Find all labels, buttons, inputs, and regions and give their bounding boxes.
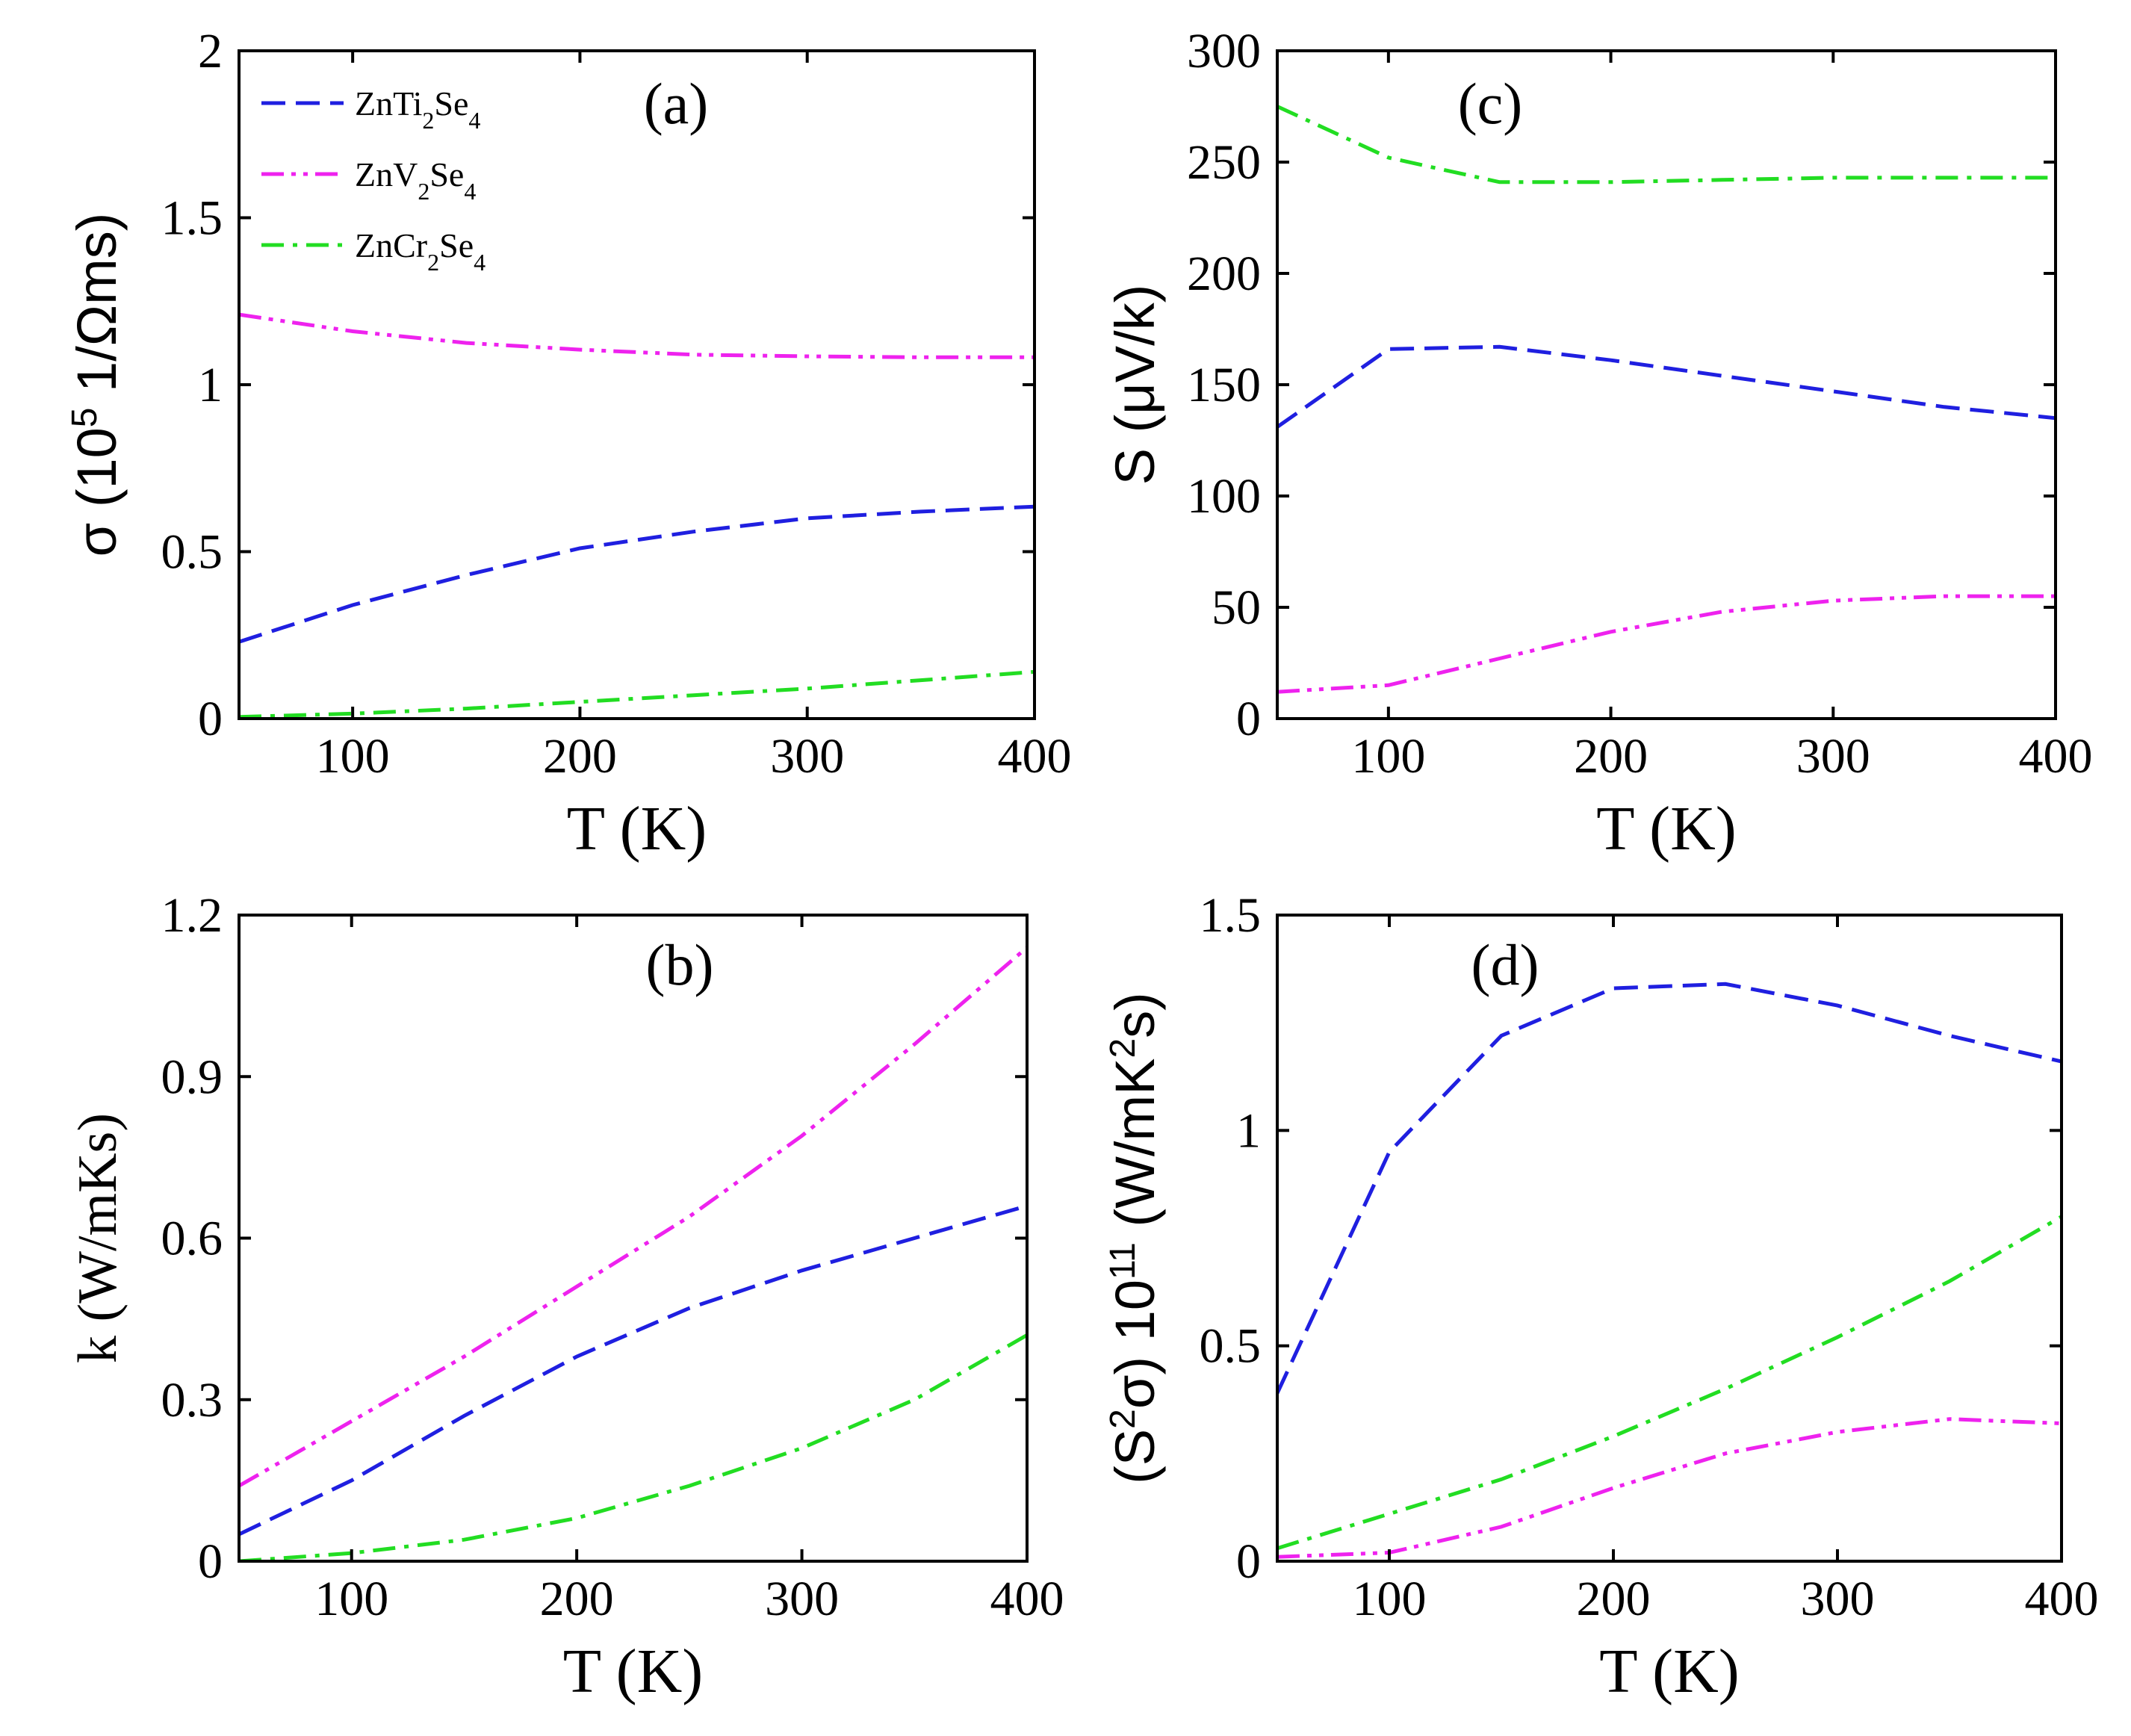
y-tick-label: 0.5: [1200, 1319, 1262, 1374]
y-tick-label: 1.5: [1200, 888, 1262, 943]
y-axis-label: k (W/mKs): [67, 1113, 128, 1363]
x-tick-label: 200: [1577, 1572, 1651, 1626]
x-tick-label: 300: [1796, 729, 1870, 784]
y-tick-label: 1.5: [161, 191, 223, 246]
x-tick-label: 100: [316, 729, 390, 784]
y-tick-label: 50: [1212, 580, 1261, 635]
series-line-ZnCr2Se4: [239, 1333, 1027, 1561]
legend: ZnTi2Se4 ZnV2Se4 ZnCr2Se4: [261, 84, 486, 276]
series-line-ZnTi2Se4: [239, 504, 1035, 644]
plot-frame: [1276, 49, 2057, 720]
series-line-ZnV2Se4: [1277, 594, 2056, 694]
y-axis-label: σ (105 1/Ωms): [65, 213, 128, 557]
panel-a: 100 200 300 400 0 0.5 1 1.5 2 (a) T (K) σ (105 1/Ωm…: [65, 24, 1072, 864]
x-tick-label: 400: [998, 729, 1072, 784]
legend-label: ZnTi2Se4: [355, 84, 480, 134]
x-tick-label: 300: [770, 729, 844, 784]
y-axis-label: (S2σ) 1011 (W/mK2s): [1103, 992, 1167, 1484]
x-tick-label: 400: [990, 1572, 1064, 1626]
panel-d: 100 200 300 400 0 0.5 1 1.5 (d) T (K) (S2σ) 1011 (…: [1103, 888, 2099, 1706]
y-tick-label: 0: [198, 692, 223, 746]
y-tick-label: 300: [1187, 24, 1261, 78]
y-tick-label: 100: [1187, 469, 1261, 524]
y-axis-label: S (μV/k): [1104, 285, 1166, 486]
series-line-ZnTi2Se4: [1277, 982, 2062, 1395]
x-tick-label: 100: [1353, 1572, 1427, 1626]
x-tick-label: 200: [1574, 729, 1648, 784]
series-line-ZnCr2Se4: [1277, 105, 2056, 185]
panel-b: 100 200 300 400 0 0.3 0.6 0.9 1.2 (b) T (K) k (W/mK…: [67, 888, 1064, 1706]
panel-label: (b): [646, 932, 714, 997]
x-axis-label: T (K): [567, 794, 707, 864]
x-tick-label: 200: [540, 1572, 614, 1626]
series-line-ZnTi2Se4: [239, 1203, 1027, 1537]
y-tick-label: 1.2: [161, 888, 223, 943]
y-tick-label: 0.9: [161, 1050, 223, 1104]
panel-label: (c): [1458, 71, 1523, 136]
series-line-ZnV2Se4: [239, 312, 1035, 359]
panel-c: 100 200 300 400 0 50 100 150 200 250 300 (c) T (K) S …: [1104, 24, 2093, 864]
y-tick-label: 0.5: [161, 525, 223, 580]
series-line-ZnTi2Se4: [1277, 344, 2056, 429]
y-tick-label: 0: [1236, 1534, 1261, 1589]
x-tick-label: 100: [314, 1572, 388, 1626]
legend-label: ZnV2Se4: [355, 155, 476, 205]
x-axis-label: T (K): [1596, 794, 1736, 864]
x-axis-label: T (K): [563, 1637, 703, 1706]
series-line-ZnCr2Se4: [239, 669, 1035, 719]
panel-label: (a): [644, 71, 709, 136]
x-axis-label: T (K): [1599, 1637, 1739, 1706]
x-tick-label: 300: [1801, 1572, 1875, 1626]
x-tick-label: 300: [765, 1572, 839, 1626]
legend-label: ZnCr2Se4: [355, 226, 486, 276]
y-tick-label: 0.3: [161, 1373, 223, 1427]
x-tick-label: 400: [2019, 729, 2093, 784]
series-line-ZnV2Se4: [1277, 1417, 2062, 1559]
x-tick-label: 400: [2025, 1572, 2099, 1626]
plot-frame: [1276, 914, 2063, 1563]
series-line-ZnCr2Se4: [1277, 1215, 2062, 1551]
y-tick-label: 150: [1187, 358, 1261, 412]
y-tick-label: 0.6: [161, 1212, 223, 1266]
x-tick-label: 200: [543, 729, 617, 784]
y-tick-label: 0: [198, 1534, 223, 1589]
y-tick-label: 0: [1236, 692, 1261, 746]
y-tick-label: 1: [1236, 1103, 1261, 1158]
y-tick-label: 2: [198, 24, 223, 78]
panel-label: (d): [1471, 932, 1539, 997]
plot-frame: [238, 49, 1036, 720]
y-tick-label: 200: [1187, 247, 1261, 301]
y-tick-label: 250: [1187, 135, 1261, 190]
x-tick-label: 100: [1351, 729, 1425, 784]
series-line-ZnV2Se4: [239, 946, 1027, 1488]
y-tick-label: 1: [198, 358, 223, 412]
